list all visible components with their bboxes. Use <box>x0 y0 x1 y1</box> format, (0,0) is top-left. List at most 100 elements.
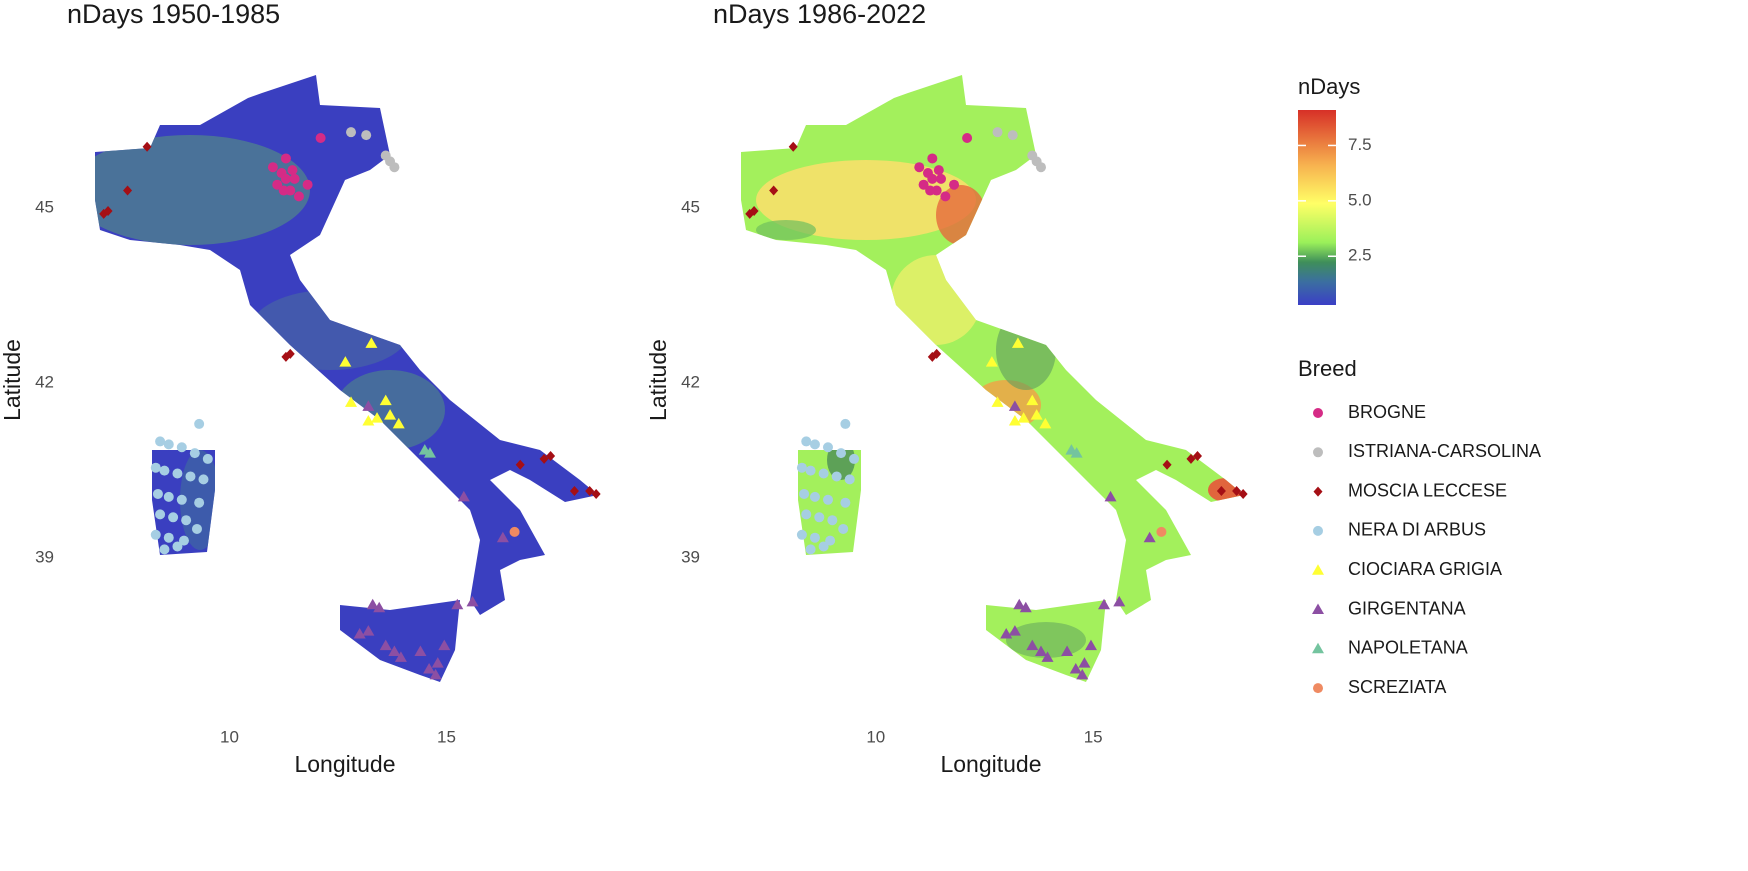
point <box>585 486 595 497</box>
point <box>176 442 187 453</box>
point <box>315 133 326 144</box>
point <box>1013 598 1026 610</box>
point <box>185 471 196 482</box>
y-tick-label: 45 <box>681 198 700 217</box>
point <box>1026 394 1039 406</box>
point <box>796 462 807 473</box>
point <box>949 179 960 190</box>
x-tick-label: 15 <box>1084 727 1103 746</box>
point <box>1098 598 1111 610</box>
point <box>155 436 166 447</box>
point <box>849 453 860 464</box>
point <box>365 337 378 348</box>
point <box>546 451 556 462</box>
point <box>840 497 851 508</box>
point <box>1238 488 1248 499</box>
point <box>1156 526 1167 537</box>
point <box>1061 645 1074 656</box>
y-tick-label: 39 <box>681 548 700 567</box>
point <box>361 130 372 141</box>
point <box>925 185 936 196</box>
point <box>914 162 925 173</box>
point <box>429 668 442 680</box>
point <box>827 515 838 526</box>
y-tick-label: 45 <box>35 198 54 217</box>
point <box>1039 417 1052 429</box>
point <box>379 394 392 406</box>
point <box>1078 657 1091 668</box>
point <box>1034 645 1047 656</box>
point <box>749 205 759 216</box>
y-tick-label: 42 <box>35 373 54 392</box>
point <box>992 127 1003 138</box>
point <box>769 185 779 196</box>
point <box>278 185 289 196</box>
point <box>191 523 202 534</box>
point <box>379 639 392 651</box>
x-axis-title: Longitude <box>940 751 1041 777</box>
point <box>194 418 205 429</box>
legend-label: BROGNE <box>1348 402 1426 422</box>
point <box>1143 531 1156 543</box>
legend-title: Breed <box>1298 356 1357 381</box>
point <box>394 651 407 662</box>
point <box>414 645 427 656</box>
point <box>836 448 847 459</box>
y-tick-label: 39 <box>35 548 54 567</box>
point <box>831 471 842 482</box>
point <box>150 529 161 540</box>
point <box>818 468 829 479</box>
point <box>1216 486 1226 497</box>
y-tick-label: 42 <box>681 373 700 392</box>
point <box>280 153 291 164</box>
point <box>1104 490 1117 502</box>
legend-label: MOSCIA LECCESE <box>1348 480 1507 500</box>
point <box>172 541 183 552</box>
point <box>172 468 183 479</box>
point <box>918 179 929 190</box>
legend-label: NERA DI ARBUS <box>1348 520 1486 540</box>
legend-symbol <box>1313 447 1323 458</box>
point <box>1069 662 1082 674</box>
x-tick-label: 10 <box>866 727 885 746</box>
point <box>289 173 300 184</box>
point <box>388 645 401 656</box>
point <box>809 439 820 450</box>
point <box>194 497 205 508</box>
point <box>384 409 397 420</box>
point <box>123 185 133 196</box>
point <box>1008 415 1021 426</box>
point <box>438 639 451 651</box>
point <box>371 412 384 423</box>
point <box>339 356 352 367</box>
colorbar-title: nDays <box>1298 74 1360 99</box>
map-left <box>95 75 598 682</box>
legend-symbol <box>1313 408 1323 418</box>
point <box>346 127 357 138</box>
legend-label: SCREZIATA <box>1348 677 1446 697</box>
point <box>940 191 951 202</box>
point <box>822 442 833 453</box>
point <box>1070 447 1083 458</box>
point <box>805 465 816 476</box>
point <box>280 173 291 184</box>
point <box>985 356 998 367</box>
colorbar <box>1298 110 1336 305</box>
point <box>293 191 304 202</box>
point <box>1162 459 1172 470</box>
point <box>991 396 1004 407</box>
point <box>163 491 174 502</box>
point <box>539 453 549 464</box>
point <box>927 173 938 184</box>
point <box>392 417 405 429</box>
point <box>155 509 166 520</box>
point <box>1030 409 1043 420</box>
point <box>281 351 291 362</box>
legend-symbol <box>1312 642 1324 654</box>
point <box>142 141 152 152</box>
legend-label: ISTRIANA-CARSOLINA <box>1348 441 1541 461</box>
point <box>287 165 298 176</box>
point <box>1041 651 1054 662</box>
point <box>569 486 579 497</box>
